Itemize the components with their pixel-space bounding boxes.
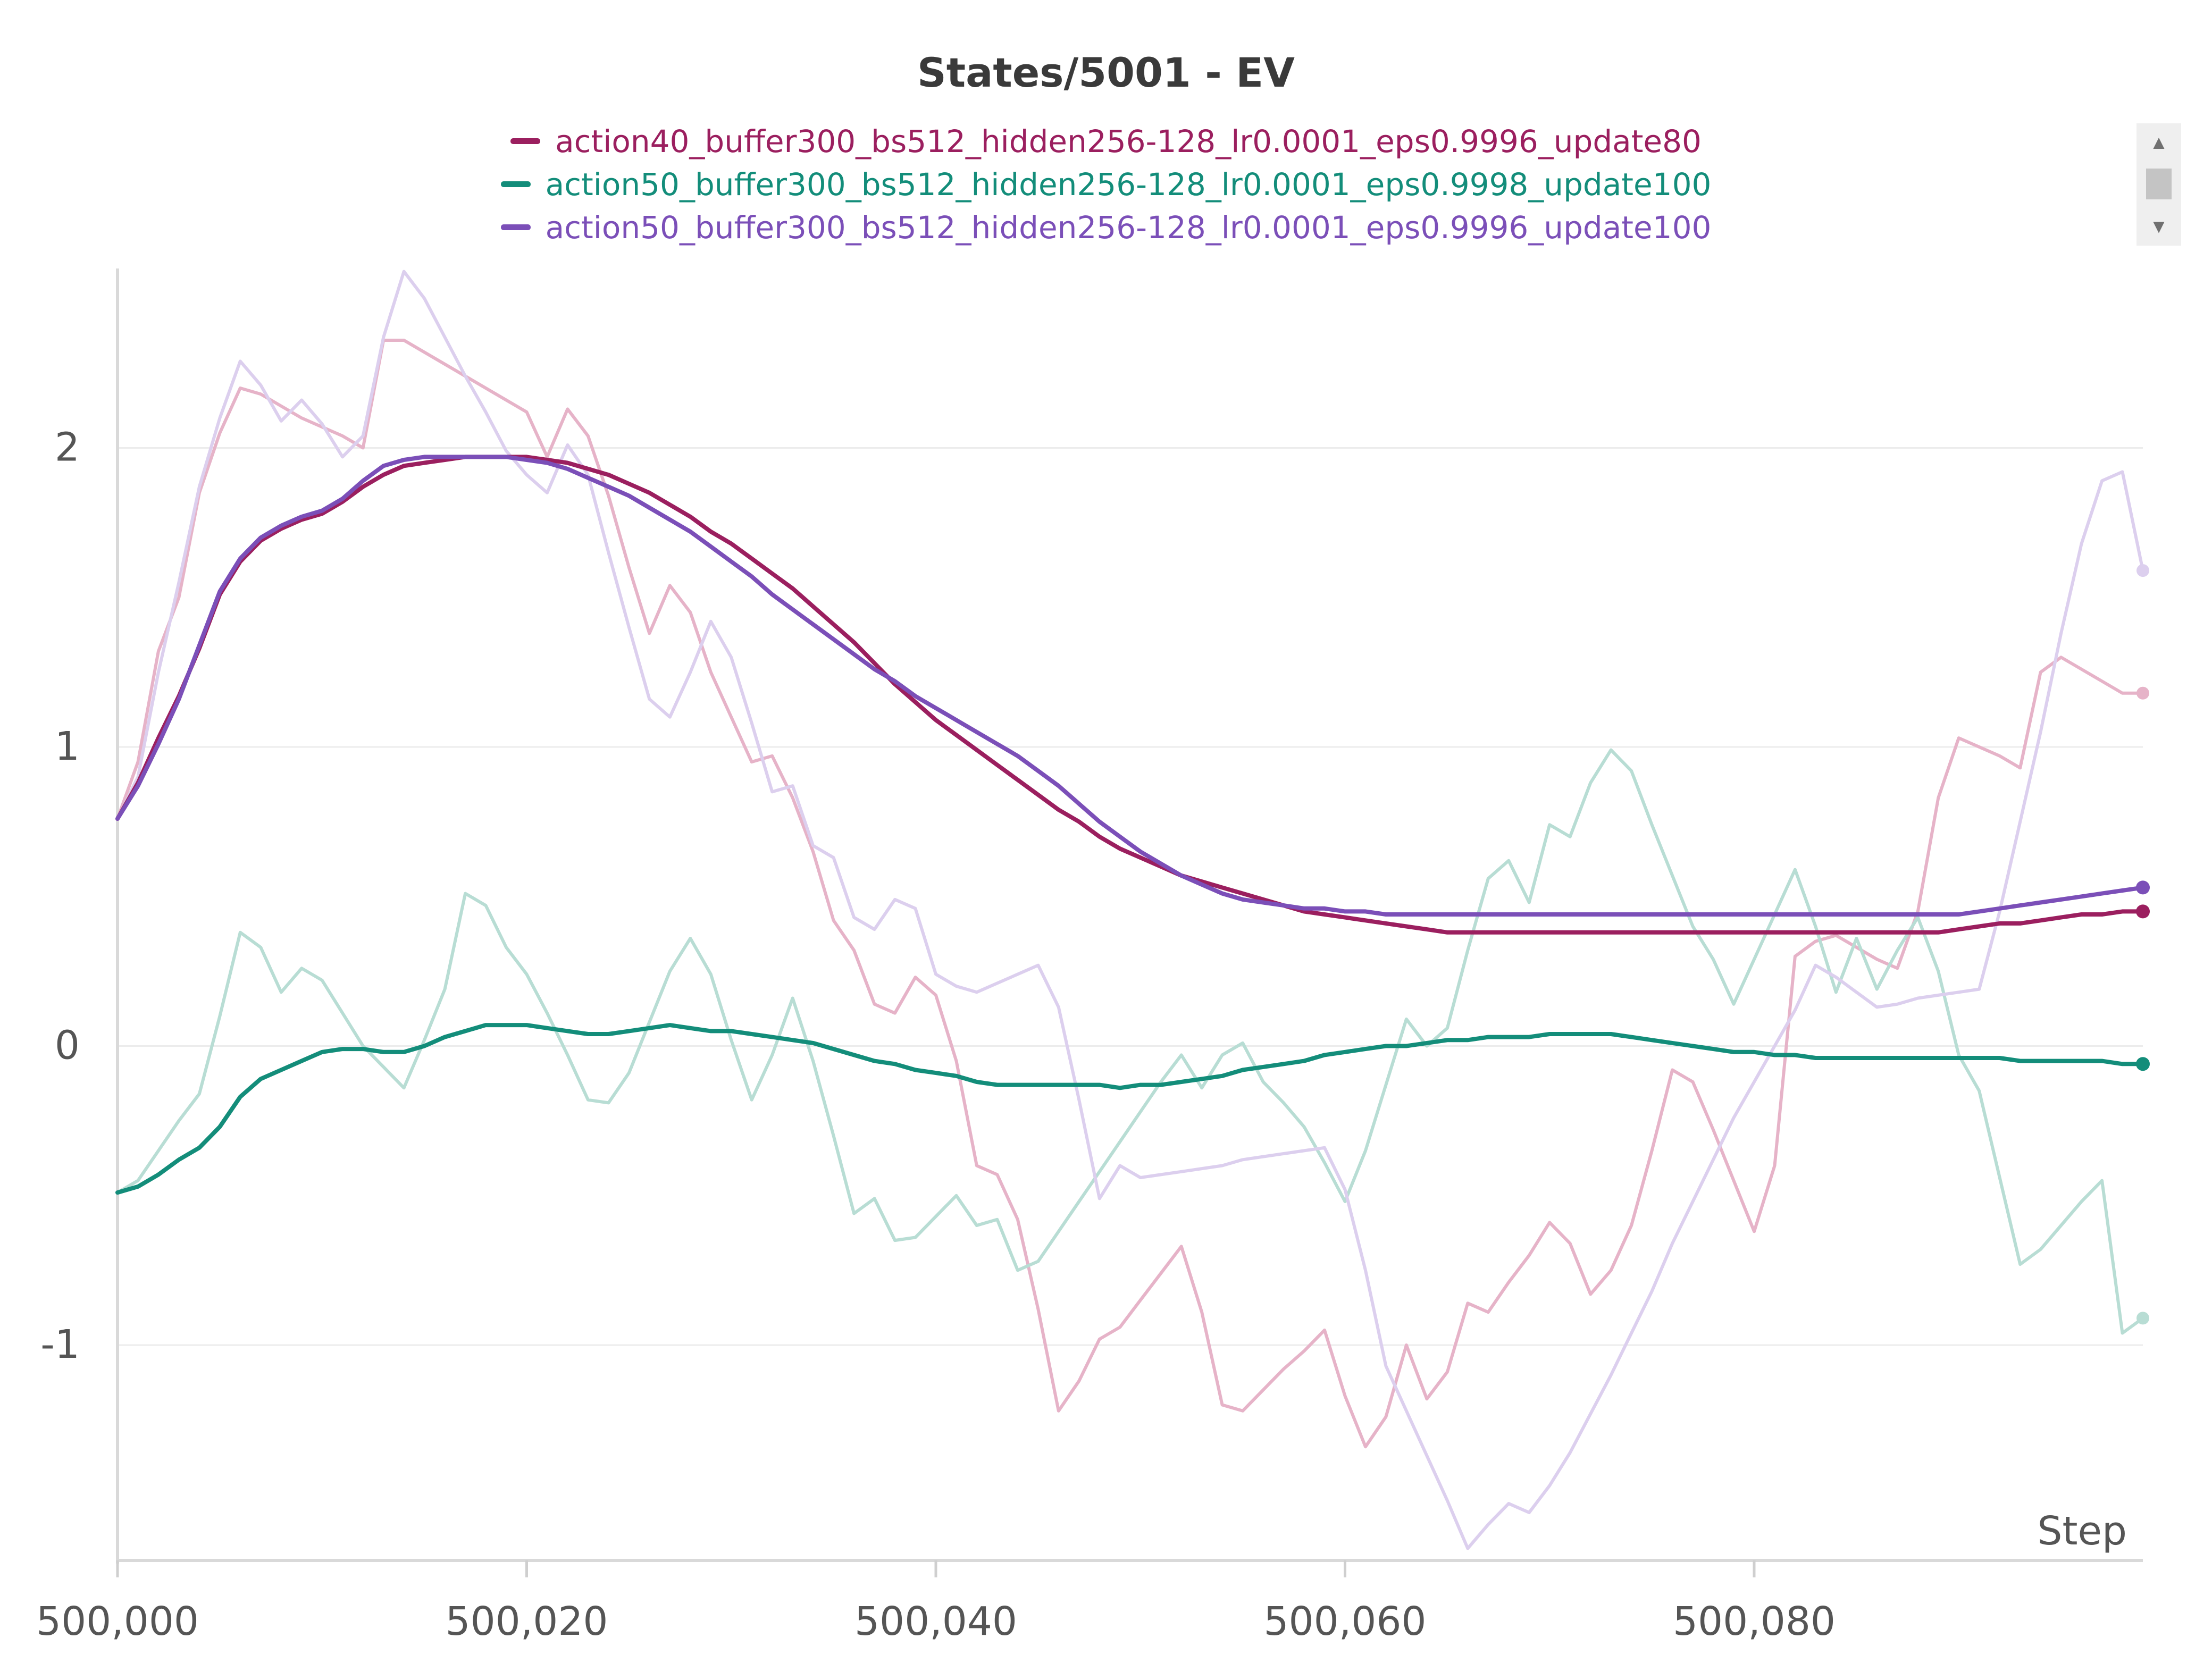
legend-item[interactable]: action50_buffer300_bs512_hidden256-128_l… (0, 163, 2212, 206)
series-end-points (2136, 564, 2150, 1325)
legend-label: action50_buffer300_bs512_hidden256-128_l… (545, 166, 1712, 203)
chart-title: States/5001 - EV (917, 49, 1295, 96)
x-tick-label: 500,000 (36, 1599, 199, 1644)
y-tick-label: -1 (40, 1322, 80, 1367)
raw-series-lines (116, 270, 2144, 1550)
series-smoothed-end-point (2136, 1057, 2150, 1071)
axes (116, 268, 2143, 1577)
tick-labels: -1 0 1 2 500,000 500,020 500,040 500,060 500,080… (36, 425, 2127, 1645)
series-raw-line (116, 748, 2144, 1335)
triangle-down-icon[interactable]: ▼ (2149, 215, 2168, 237)
legend-swatch (500, 224, 531, 230)
legend: action40_buffer300_bs512_hidden256-128_l… (0, 120, 2212, 249)
series-smoothed-end-point (2136, 904, 2150, 919)
legend-item[interactable]: action50_buffer300_bs512_hidden256-128_l… (0, 206, 2212, 249)
legend-swatch (500, 181, 531, 187)
legend-item[interactable]: action40_buffer300_bs512_hidden256-128_l… (0, 120, 2212, 163)
series-smoothed-line (115, 455, 2145, 917)
x-tick-label: 500,060 (1263, 1599, 1426, 1644)
y-tick-label: 2 (55, 425, 80, 471)
legend-scrollbar[interactable]: ▲ ▼ (2136, 123, 2181, 246)
x-tick-label: 500,020 (445, 1599, 608, 1644)
scrollbar-thumb[interactable] (2146, 169, 2172, 199)
y-tick-label: 0 (55, 1023, 80, 1069)
grid-lines (118, 447, 2143, 1346)
x-tick-label: 500,080 (1673, 1599, 1836, 1644)
series-raw-end-point (2136, 686, 2149, 700)
legend-swatch (510, 138, 541, 144)
x-axis-title: Step (2038, 1508, 2127, 1554)
series-raw-line (116, 270, 2144, 1550)
series-raw-line (116, 339, 2144, 1449)
series-smoothed-line (115, 1023, 2145, 1195)
series-raw-end-point (2136, 1312, 2149, 1325)
series-smoothed-line (115, 455, 2145, 935)
x-tick-label: 500,040 (854, 1599, 1017, 1644)
smoothed-series-lines (115, 455, 2145, 1195)
series-raw-end-point (2136, 564, 2149, 577)
y-tick-label: 1 (55, 724, 80, 769)
triangle-up-icon[interactable]: ▲ (2149, 131, 2168, 153)
series-smoothed-end-point (2136, 880, 2150, 895)
legend-label: action50_buffer300_bs512_hidden256-128_l… (545, 209, 1712, 246)
legend-label: action40_buffer300_bs512_hidden256-128_l… (555, 123, 1702, 159)
